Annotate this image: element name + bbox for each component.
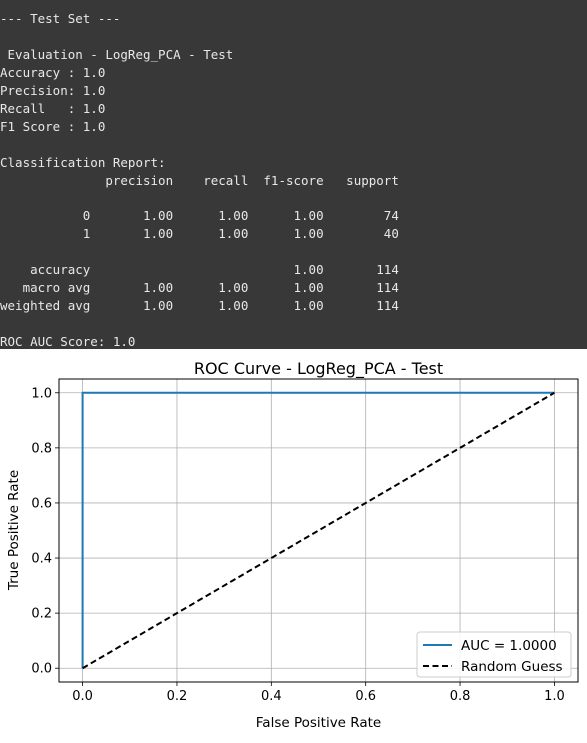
x-tick-label: 1.0 [544, 689, 565, 704]
chart-title: ROC Curve - LogReg_PCA - Test [194, 359, 443, 379]
roc-chart-area: 0.0 0.2 0.4 0.6 0.8 1.0 0.0 0.2 0.4 0.6 0.8 1.0 ROC… [0, 349, 587, 738]
console-text: --- Test Set --- Evaluation - LogReg_PCA… [0, 11, 399, 349]
x-tick-label: 0.2 [167, 689, 188, 704]
tick-layer: 0.0 0.2 0.4 0.6 0.8 1.0 0.0 0.2 0.4 0.6 0.8 1.0 [31, 386, 564, 704]
y-tick-label: 0.4 [31, 552, 52, 567]
x-tick-label: 0.4 [261, 689, 282, 704]
x-tick-label: 0.6 [355, 689, 376, 704]
x-tick-label: 0.0 [72, 689, 93, 704]
roc-curve-line [81, 391, 555, 669]
y-axis-label: True Positive Rate [6, 470, 22, 591]
console-output: --- Test Set --- Evaluation - LogReg_PCA… [0, 0, 587, 349]
series-layer [81, 391, 555, 670]
legend-label-random-guess: Random Guess [461, 659, 563, 675]
x-axis-label: False Positive Rate [256, 715, 381, 731]
legend-box [416, 631, 572, 678]
roc-chart: 0.0 0.2 0.4 0.6 0.8 1.0 0.0 0.2 0.4 0.6 0.8 1.0 ROC… [6, 359, 579, 731]
y-tick-label: 1.0 [31, 386, 52, 401]
legend-label-auc: AUC = 1.0000 [461, 638, 557, 654]
y-tick-label: 0.0 [31, 662, 52, 677]
y-tick-label: 0.2 [31, 607, 52, 622]
x-tick-label: 0.8 [450, 689, 471, 704]
plot-frame [58, 378, 579, 683]
random-guess-line [82, 391, 555, 670]
y-tick-label: 0.8 [31, 441, 52, 456]
legend: AUC = 1.0000 Random Guess [416, 631, 572, 678]
y-tick-label: 0.6 [31, 496, 52, 511]
